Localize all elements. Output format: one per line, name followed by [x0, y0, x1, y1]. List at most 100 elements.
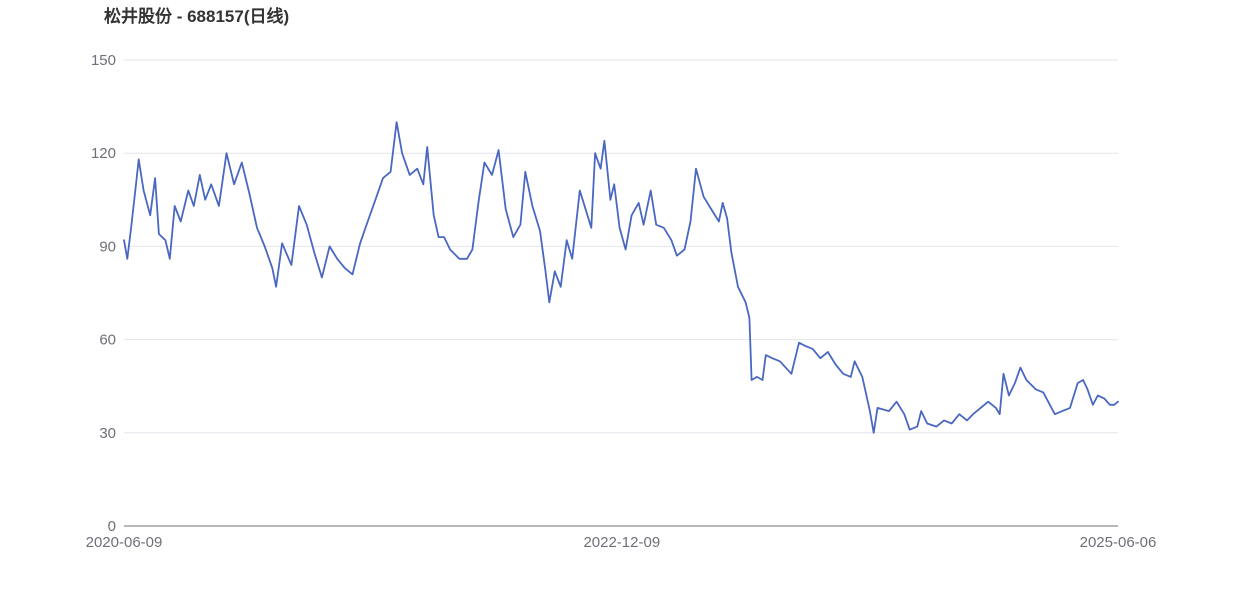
x-tick-label: 2020-06-09 — [86, 534, 163, 551]
data-point — [1109, 404, 1111, 406]
data-point — [471, 249, 473, 251]
data-point — [135, 183, 137, 185]
data-point — [1082, 379, 1084, 381]
price-series-line — [123, 121, 1119, 434]
data-point — [164, 239, 166, 241]
data-point — [877, 407, 879, 409]
data-point — [210, 183, 212, 185]
data-point — [765, 354, 767, 356]
data-point — [1117, 401, 1119, 403]
data-point — [663, 227, 665, 229]
data-point — [143, 190, 145, 192]
data-point — [491, 174, 493, 176]
data-point — [762, 379, 764, 381]
data-point — [873, 432, 875, 434]
data-point — [396, 121, 398, 123]
data-point — [126, 258, 128, 260]
data-point — [539, 230, 541, 232]
series-layer — [123, 121, 1119, 434]
data-point — [248, 193, 250, 195]
data-point — [271, 267, 273, 269]
data-point — [158, 233, 160, 235]
data-point — [690, 221, 692, 223]
data-point — [264, 245, 266, 247]
data-point — [138, 158, 140, 160]
data-point — [174, 205, 176, 207]
data-point — [619, 227, 621, 229]
axes: 0 30 60 90 120 150 2020-06-09 2022-12-09 2025-06… — [86, 52, 1157, 551]
data-point — [1014, 382, 1016, 384]
grid-lines — [124, 59, 1118, 434]
data-point — [603, 140, 605, 142]
data-point — [958, 413, 960, 415]
data-point — [1042, 391, 1044, 393]
data-point — [256, 227, 258, 229]
data-point — [751, 379, 753, 381]
data-point — [926, 423, 928, 425]
chart-title: 松井股份 - 688157(日线) — [104, 7, 290, 26]
data-point — [609, 199, 611, 201]
data-point — [1087, 388, 1089, 390]
data-point — [512, 236, 514, 238]
data-point — [861, 376, 863, 378]
data-point — [756, 376, 758, 378]
x-tick-label: 2022-12-09 — [583, 534, 660, 551]
data-point — [779, 360, 781, 362]
y-tick-label: 120 — [91, 145, 116, 162]
data-point — [798, 342, 800, 344]
y-tick-label: 0 — [108, 518, 116, 535]
data-point — [1069, 407, 1071, 409]
data-point — [531, 205, 533, 207]
data-point — [290, 264, 292, 266]
data-point — [281, 242, 283, 244]
data-point — [869, 410, 871, 412]
data-point — [321, 277, 323, 279]
data-point — [409, 174, 411, 176]
data-point — [329, 245, 331, 247]
data-point — [718, 221, 720, 223]
data-point — [722, 202, 724, 204]
data-point — [951, 423, 953, 425]
data-point — [458, 258, 460, 260]
data-point — [438, 236, 440, 238]
data-point — [737, 286, 739, 288]
data-point — [433, 214, 435, 216]
data-point — [477, 202, 479, 204]
data-point — [187, 190, 189, 192]
data-point — [812, 348, 814, 350]
data-point — [1008, 395, 1010, 397]
data-point — [1019, 367, 1021, 369]
data-point — [1103, 398, 1105, 400]
data-point — [1097, 395, 1099, 397]
data-point — [1113, 404, 1115, 406]
data-point — [590, 227, 592, 229]
y-tick-label: 30 — [99, 425, 116, 442]
data-point — [972, 413, 974, 415]
data-point — [149, 214, 151, 216]
data-point — [382, 177, 384, 179]
data-point — [241, 162, 243, 164]
data-point — [730, 252, 732, 254]
data-point — [275, 286, 277, 288]
data-point — [771, 357, 773, 359]
data-point — [344, 267, 346, 269]
data-point — [842, 373, 844, 375]
data-point — [554, 270, 556, 272]
data-point — [524, 171, 526, 173]
data-point — [566, 239, 568, 241]
data-point — [1077, 382, 1079, 384]
y-tick-label: 60 — [99, 332, 116, 349]
data-point — [631, 214, 633, 216]
data-point — [819, 357, 821, 359]
data-point — [676, 255, 678, 257]
data-point — [233, 183, 235, 185]
data-point — [980, 407, 982, 409]
data-point — [1092, 404, 1094, 406]
data-point — [352, 273, 354, 275]
data-point — [193, 205, 195, 207]
data-point — [995, 407, 997, 409]
data-point — [850, 376, 852, 378]
data-point — [920, 410, 922, 412]
y-tick-label: 90 — [99, 238, 116, 255]
data-point — [703, 196, 705, 198]
